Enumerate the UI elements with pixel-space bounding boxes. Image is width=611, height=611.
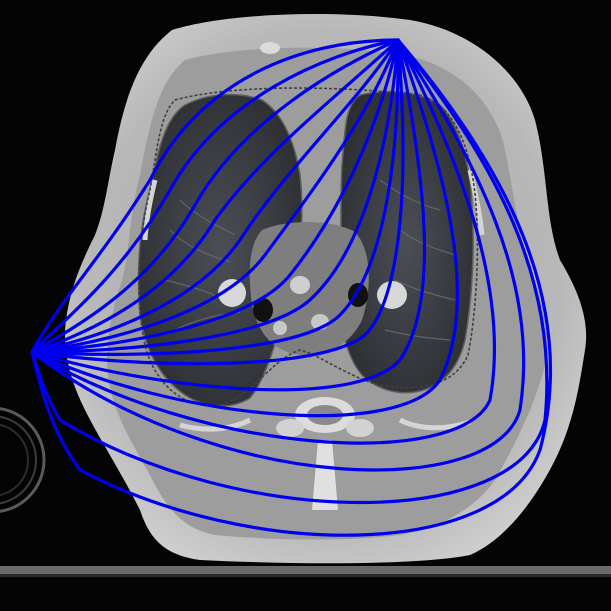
- sternum: [260, 42, 280, 54]
- field-line: [30, 38, 400, 356]
- spine: [276, 397, 374, 510]
- field-line: [30, 38, 460, 418]
- field-line: [30, 38, 526, 472]
- field-line: [30, 38, 400, 354]
- field-line: [30, 38, 400, 354]
- field-line: [30, 38, 400, 354]
- field-line: [30, 38, 400, 354]
- field-lines: [30, 38, 553, 537]
- field-line: [30, 38, 553, 537]
- field-line: [30, 38, 400, 354]
- field-line: [30, 38, 549, 504]
- field-line: [30, 38, 400, 354]
- field-line: [30, 38, 405, 366]
- field-line: [30, 38, 497, 445]
- scanner-table: [0, 566, 611, 574]
- scanner-table-edge: [0, 574, 611, 577]
- field-line: [30, 38, 400, 354]
- left-edge-artifact: [0, 407, 46, 513]
- ribs: [142, 169, 485, 432]
- field-line: [30, 38, 427, 392]
- field-line: [30, 38, 400, 354]
